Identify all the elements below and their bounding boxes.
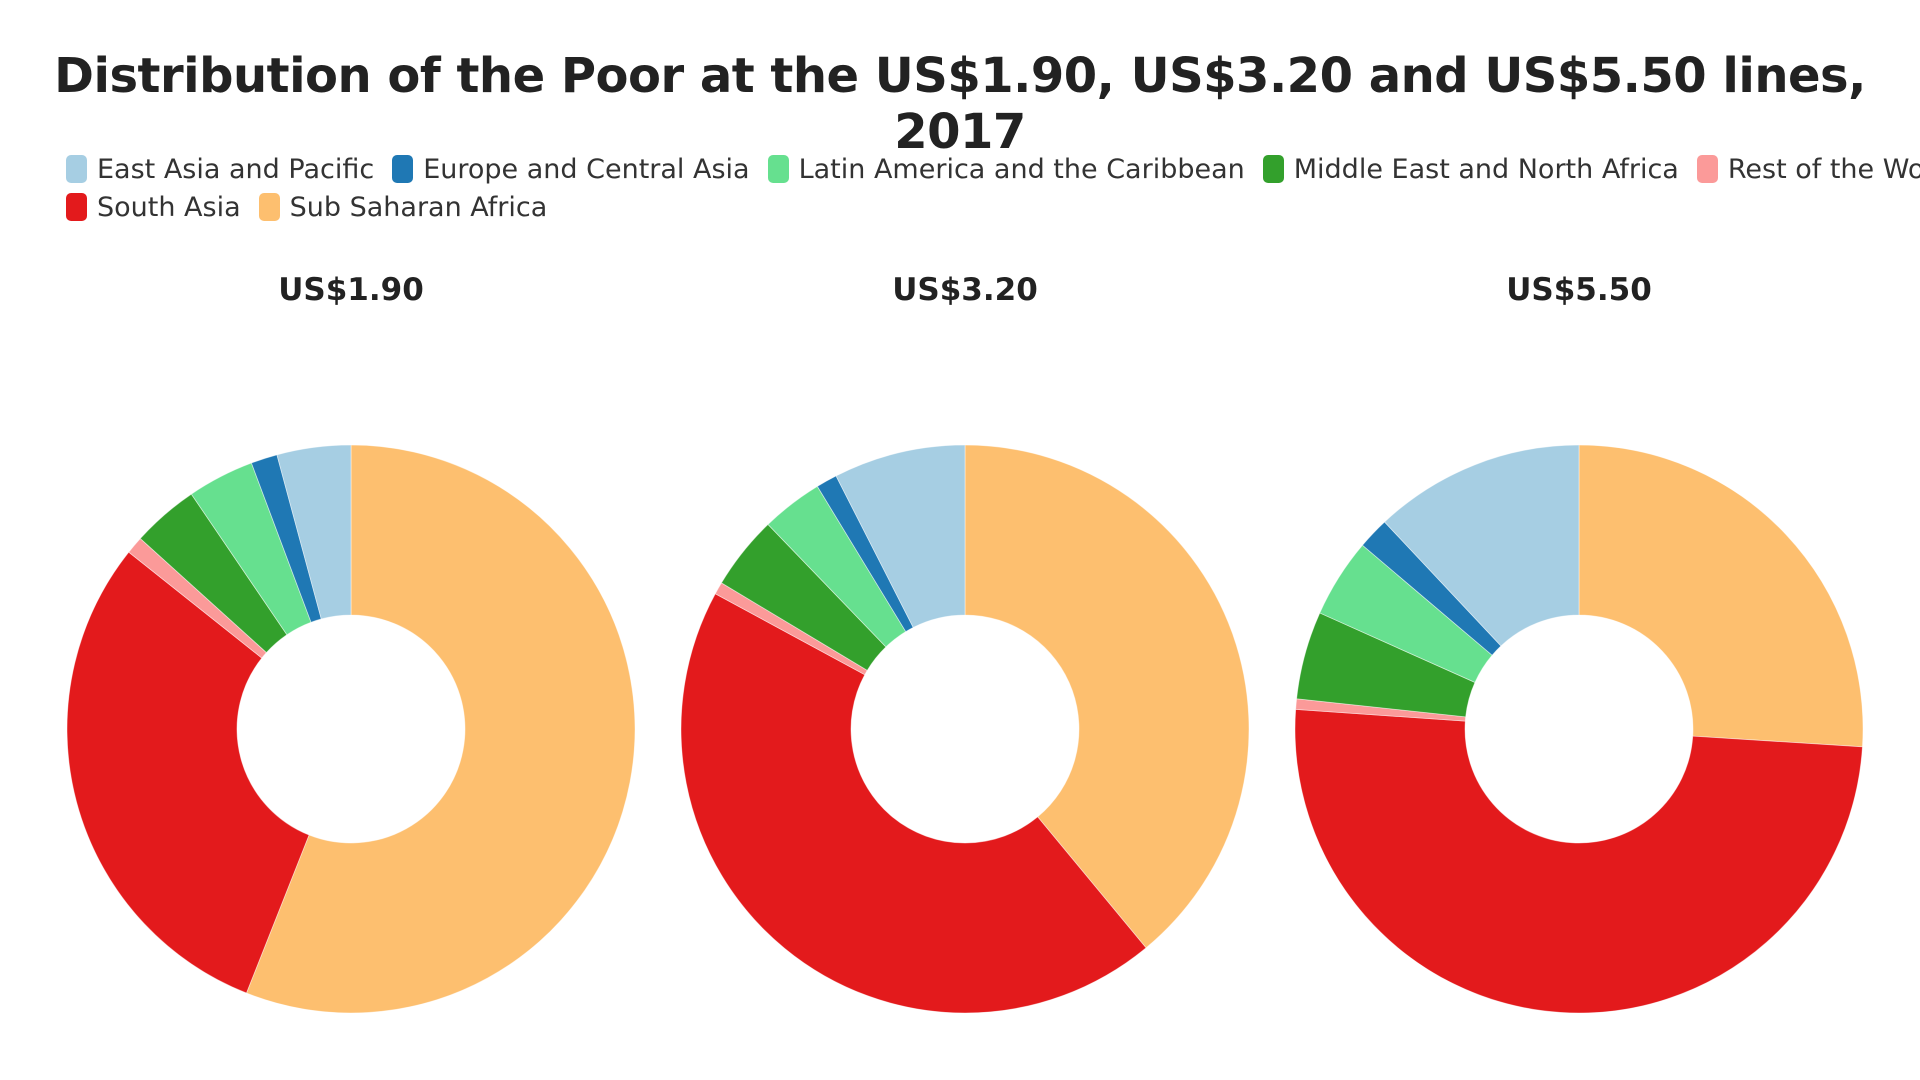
donut-slices (66, 444, 636, 1014)
donut-slice-south-asia[interactable] (1294, 708, 1863, 1014)
legend-label: Latin America and the Caribbean (798, 153, 1245, 185)
legend-item-east-asia-pacific[interactable]: East Asia and Pacific (66, 154, 374, 185)
legend-swatch (66, 155, 87, 183)
legend-label: Europe and Central Asia (423, 153, 750, 185)
legend-item-middle-east-north-africa[interactable]: Middle East and North Africa (1262, 153, 1679, 185)
legend-item-latin-america-caribbean[interactable]: Latin America and the Caribbean (767, 153, 1245, 185)
legend-row-1: East Asia and Pacific Europe and Central… (66, 150, 1920, 188)
donut-slice-sub-saharan-africa[interactable] (245, 444, 636, 1014)
page-title: Distribution of the Poor at the US$1.90,… (54, 48, 1866, 160)
legend-row-2: South Asia Sub Saharan Africa (66, 188, 1866, 226)
legend-item-rest-of-world[interactable]: Rest of the World (1696, 153, 1920, 185)
legend: East Asia and Pacific Europe and Central… (66, 150, 1920, 226)
chart-title-usd-1-90: US$1.90 (278, 272, 424, 308)
donut-slice-sub-saharan-africa[interactable] (964, 444, 1250, 949)
donut-slice-east-asia-and-pacific[interactable] (835, 444, 966, 628)
donut-slice-east-asia-and-pacific[interactable] (276, 444, 352, 620)
donut-slices (1294, 444, 1864, 1014)
donut-chart-usd-5-50: US$5.50 (1294, 272, 1864, 1014)
donut-slices (680, 444, 1250, 1014)
legend-label: Rest of the World (1727, 153, 1920, 185)
donut-slice-south-asia[interactable] (66, 551, 310, 994)
legend-item-south-asia[interactable]: South Asia (66, 192, 241, 223)
legend-label: Sub Saharan Africa (289, 191, 548, 223)
chart-title-usd-5-50: US$5.50 (1506, 272, 1652, 308)
donut-chart-usd-1-90: US$1.90 (66, 272, 636, 1014)
legend-swatch (258, 193, 280, 221)
donut-slice-sub-saharan-africa[interactable] (1578, 444, 1864, 748)
legend-item-sub-saharan-africa[interactable]: Sub Saharan Africa (258, 191, 548, 223)
legend-swatch (66, 193, 87, 221)
legend-label: East Asia and Pacific (97, 153, 375, 185)
legend-item-europe-central-asia[interactable]: Europe and Central Asia (392, 153, 750, 185)
legend-swatch (767, 155, 789, 183)
donut-chart-usd-3-20: US$3.20 (680, 272, 1250, 1014)
legend-label: Middle East and North Africa (1293, 153, 1679, 185)
legend-swatch (1262, 155, 1284, 183)
chart-title-usd-3-20: US$3.20 (892, 272, 1038, 308)
legend-swatch (392, 155, 414, 183)
donut-slice-south-asia[interactable] (680, 593, 1147, 1014)
legend-swatch (1696, 155, 1718, 183)
legend-label: South Asia (97, 191, 241, 223)
donut-slice-east-asia-and-pacific[interactable] (1384, 444, 1580, 647)
